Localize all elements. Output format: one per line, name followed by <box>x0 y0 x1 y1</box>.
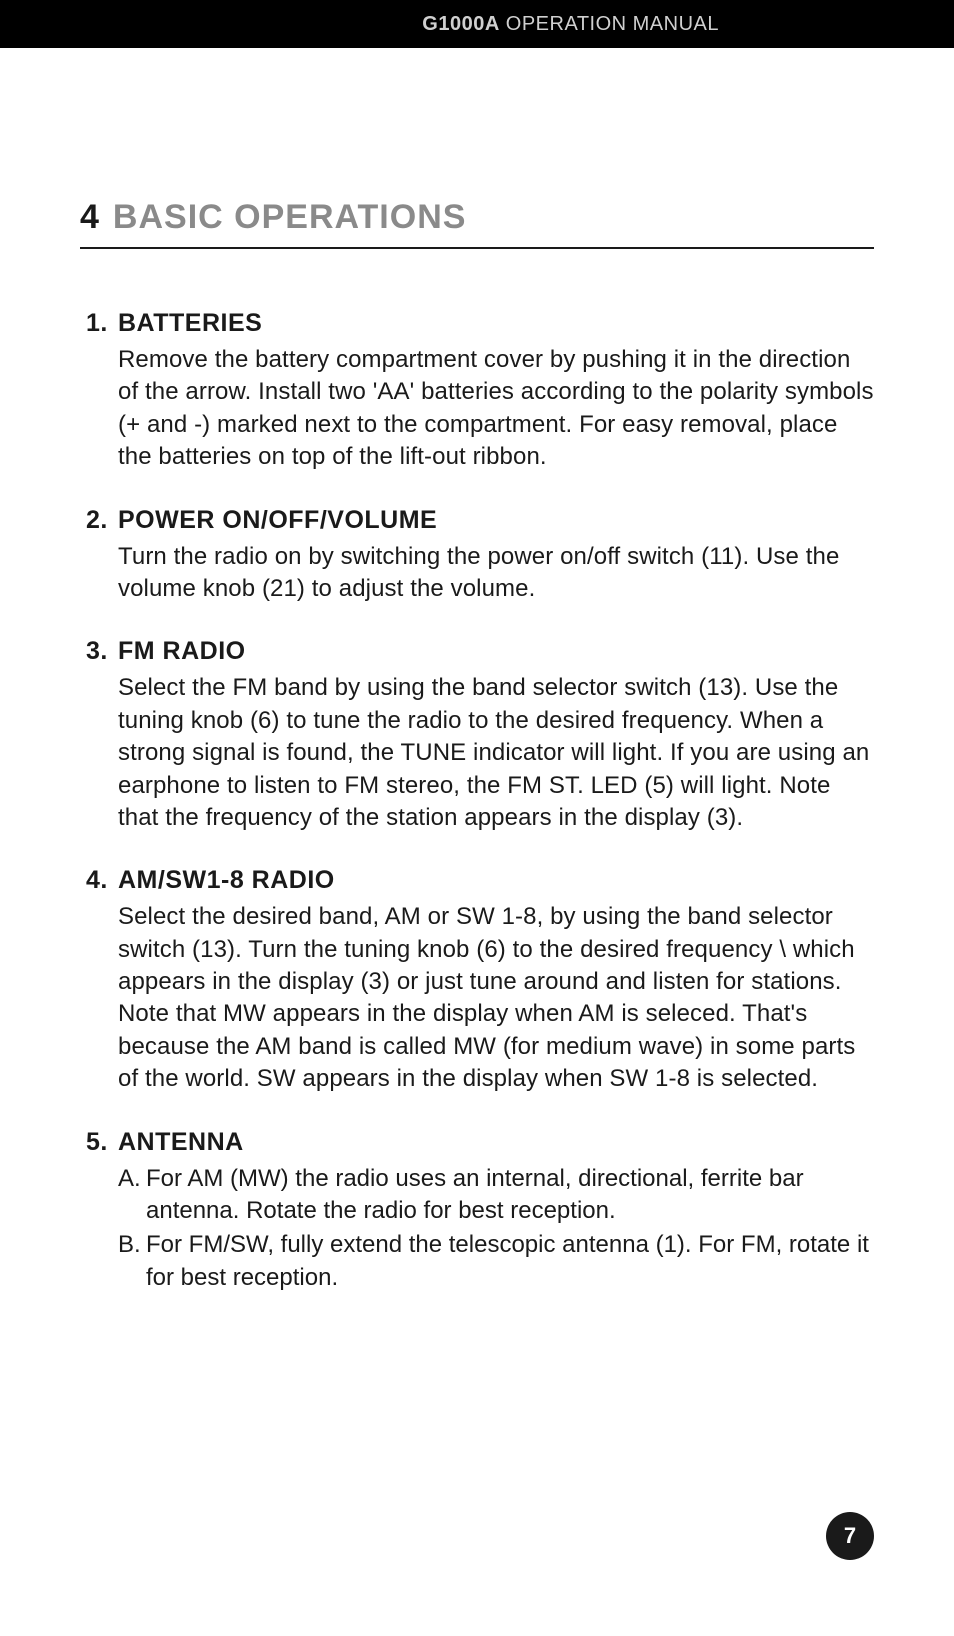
sub-text: For FM/SW, fully extend the telescopic a… <box>146 1229 874 1294</box>
section-heading: 2. POWER ON/OFF/VOLUME <box>86 506 874 535</box>
section-heading: 1. BATTERIES <box>86 309 874 338</box>
section-fm-radio: 3. FM RADIO Select the FM band by using … <box>80 637 874 834</box>
sub-label: B. <box>118 1229 146 1294</box>
header-model: G1000A <box>422 13 500 36</box>
page-number-badge: 7 <box>826 1512 874 1560</box>
section-power: 2. POWER ON/OFF/VOLUME Turn the radio on… <box>80 506 874 606</box>
section-body: Select the FM band by using the band sel… <box>86 672 874 834</box>
section-body: Select the desired band, AM or SW 1-8, b… <box>86 901 874 1095</box>
header-bar: G1000A OPERATION MANUAL <box>0 0 954 48</box>
chapter-heading: 4 BASIC OPERATIONS <box>80 198 874 249</box>
section-number: 1. <box>86 309 118 338</box>
chapter-number: 4 <box>80 198 99 237</box>
sub-text: For AM (MW) the radio uses an internal, … <box>146 1163 874 1228</box>
page-content: 4 BASIC OPERATIONS 1. BATTERIES Remove t… <box>0 48 954 1636</box>
section-body: Remove the battery compartment cover by … <box>86 344 874 474</box>
sub-label: A. <box>118 1163 146 1228</box>
chapter-title: BASIC OPERATIONS <box>113 198 467 237</box>
section-title: ANTENNA <box>118 1128 244 1157</box>
section-batteries: 1. BATTERIES Remove the battery compartm… <box>80 309 874 474</box>
section-title: BATTERIES <box>118 309 262 338</box>
page-number: 7 <box>844 1523 856 1549</box>
section-heading: 5. ANTENNA <box>86 1128 874 1157</box>
section-title: POWER ON/OFF/VOLUME <box>118 506 437 535</box>
header-title: OPERATION MANUAL <box>506 13 719 36</box>
section-heading: 4. AM/SW1-8 RADIO <box>86 866 874 895</box>
section-title: FM RADIO <box>118 637 246 666</box>
section-number: 2. <box>86 506 118 535</box>
antenna-sub-a: A. For AM (MW) the radio uses an interna… <box>86 1163 874 1228</box>
section-am-sw-radio: 4. AM/SW1-8 RADIO Select the desired ban… <box>80 866 874 1095</box>
section-number: 4. <box>86 866 118 895</box>
section-antenna: 5. ANTENNA A. For AM (MW) the radio uses… <box>80 1128 874 1295</box>
section-body: Turn the radio on by switching the power… <box>86 541 874 606</box>
section-title: AM/SW1-8 RADIO <box>118 866 335 895</box>
section-number: 3. <box>86 637 118 666</box>
section-number: 5. <box>86 1128 118 1157</box>
section-heading: 3. FM RADIO <box>86 637 874 666</box>
antenna-sub-b: B. For FM/SW, fully extend the telescopi… <box>86 1229 874 1294</box>
